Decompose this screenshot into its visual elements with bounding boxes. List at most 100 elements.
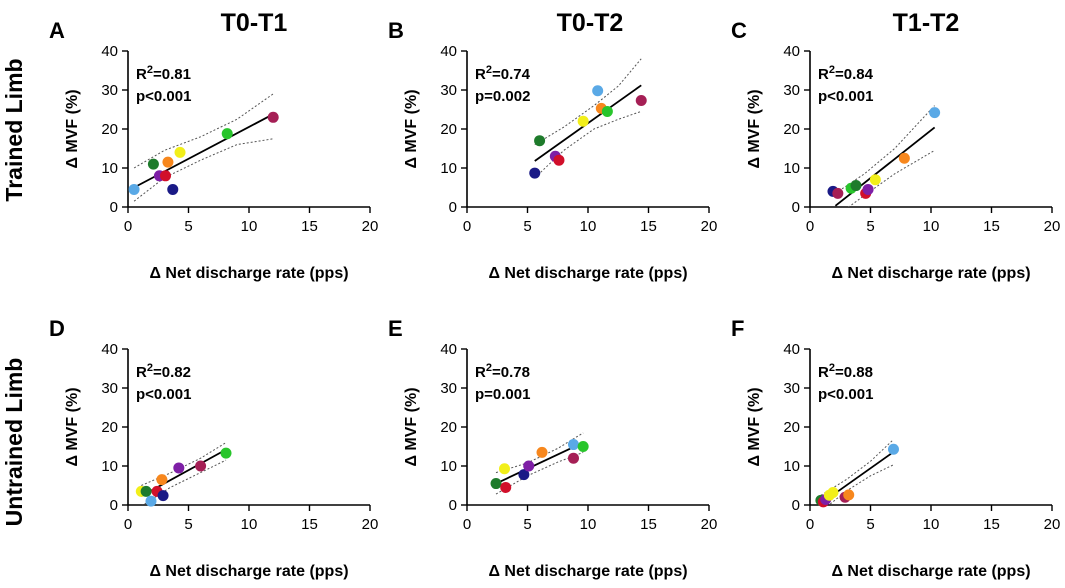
y-tick-label-e: 20 xyxy=(440,419,457,436)
panel-b: B 0 5 10 15 20 0 10 20 30 40 Δ Net discharge rate (… xyxy=(388,18,717,282)
x-tick-label-a: 15 xyxy=(301,218,318,235)
y-tick-label-e: 30 xyxy=(440,380,457,397)
data-point-d xyxy=(140,485,152,497)
confidence-bands-d xyxy=(141,442,227,505)
data-point-a xyxy=(147,158,159,170)
confidence-bands-a xyxy=(133,93,274,202)
x-tick-label-d: 10 xyxy=(241,516,258,533)
data-point-e xyxy=(518,469,530,481)
data-point-e xyxy=(567,439,579,451)
regression-line-c xyxy=(834,126,936,207)
data-point-d xyxy=(157,490,169,502)
data-point-e xyxy=(490,478,502,490)
x-tick-label-d: 5 xyxy=(184,516,192,533)
ci-upper-f xyxy=(820,439,894,496)
y-axis-label-f: Δ MVF (%) xyxy=(746,387,763,466)
x-tick-label-d: 0 xyxy=(124,516,132,533)
x-tick-label-a: 0 xyxy=(124,218,132,235)
x-tick-label-a: 20 xyxy=(362,218,379,235)
data-point-a xyxy=(267,111,279,123)
panel-letter-d: D xyxy=(49,316,65,341)
data-point-c xyxy=(850,180,862,192)
data-point-b xyxy=(635,95,647,107)
data-point-e xyxy=(499,463,511,475)
data-point-a xyxy=(174,146,186,158)
row-title-trained-limb: Trained Limb xyxy=(1,58,27,201)
panel-letter-f: F xyxy=(731,316,744,341)
panel-f: F 0 5 10 15 20 0 10 20 30 40 Δ Net discharge rate (… xyxy=(731,316,1060,580)
x-axis-label-c: Δ Net discharge rate (pps) xyxy=(831,265,1030,282)
data-point-a xyxy=(160,170,172,182)
p-value-b: p=0.002 xyxy=(475,88,530,105)
y-tick-label-c: 40 xyxy=(783,43,800,60)
data-point-b xyxy=(592,85,604,97)
data-point-b xyxy=(553,154,565,166)
y-tick-label-f: 40 xyxy=(783,341,800,358)
x-tick-label-a: 10 xyxy=(241,218,258,235)
x-axis-label-e: Δ Net discharge rate (pps) xyxy=(488,563,687,580)
y-tick-label-b: 30 xyxy=(440,82,457,99)
ci-upper-a xyxy=(133,93,274,169)
ci-upper-b xyxy=(534,58,642,146)
ci-lower-b xyxy=(534,110,642,179)
p-value-e: p=0.001 xyxy=(475,386,530,403)
x-tick-label-f: 15 xyxy=(983,516,1000,533)
r-squared-b: R2=0.74 xyxy=(475,64,531,83)
y-tick-label-a: 20 xyxy=(101,121,118,138)
confidence-bands-b xyxy=(534,58,642,179)
data-point-b xyxy=(577,115,589,127)
x-tick-label-a: 5 xyxy=(184,218,192,235)
y-tick-label-d: 40 xyxy=(101,341,118,358)
x-tick-label-c: 5 xyxy=(866,218,874,235)
panel-a: A 0 5 10 15 20 0 10 20 30 40 Δ Net discharge rate (… xyxy=(49,18,378,282)
x-tick-label-b: 10 xyxy=(580,218,597,235)
r-squared-d: R2=0.82 xyxy=(136,362,191,381)
data-point-c xyxy=(869,174,881,186)
y-tick-label-d: 30 xyxy=(101,380,118,397)
x-tick-label-c: 15 xyxy=(983,218,1000,235)
data-point-f xyxy=(887,443,899,455)
y-tick-label-a: 40 xyxy=(101,43,118,60)
p-value-a: p<0.001 xyxy=(136,88,191,105)
panel-e: E 0 5 10 15 20 0 10 20 30 40 Δ Net discharge rate (… xyxy=(388,316,717,580)
y-tick-label-e: 10 xyxy=(440,458,457,475)
y-axis-label-d: Δ MVF (%) xyxy=(64,387,81,466)
x-axis-label-b: Δ Net discharge rate (pps) xyxy=(488,265,687,282)
column-title-t1-t2: T1-T2 xyxy=(893,9,960,37)
panel-letter-b: B xyxy=(388,18,404,43)
x-tick-label-e: 20 xyxy=(701,516,718,533)
y-axis-label-b: Δ MVF (%) xyxy=(403,89,420,168)
x-tick-label-f: 10 xyxy=(923,516,940,533)
y-tick-label-c: 20 xyxy=(783,121,800,138)
r-squared-c: R2=0.84 xyxy=(818,64,874,83)
data-point-a xyxy=(221,128,233,140)
r-squared-e: R2=0.78 xyxy=(475,362,530,381)
data-point-a xyxy=(167,183,179,195)
x-tick-label-c: 0 xyxy=(806,218,814,235)
panel-letter-a: A xyxy=(49,18,65,43)
y-tick-label-e: 0 xyxy=(449,497,457,514)
data-point-e xyxy=(523,460,535,472)
data-point-a xyxy=(162,156,174,168)
x-axis-label-f: Δ Net discharge rate (pps) xyxy=(831,563,1030,580)
panel-letter-c: C xyxy=(731,18,747,43)
y-tick-label-f: 0 xyxy=(792,497,800,514)
x-tick-label-b: 20 xyxy=(701,218,718,235)
y-tick-label-f: 20 xyxy=(783,419,800,436)
y-tick-label-e: 40 xyxy=(440,341,457,358)
p-value-f: p<0.001 xyxy=(818,386,873,403)
y-tick-label-c: 30 xyxy=(783,82,800,99)
y-tick-label-b: 20 xyxy=(440,121,457,138)
data-point-c xyxy=(862,183,874,195)
data-point-e xyxy=(500,481,512,493)
x-tick-label-b: 5 xyxy=(523,218,531,235)
y-tick-label-c: 0 xyxy=(792,199,800,216)
data-point-b xyxy=(534,135,546,147)
x-axis-label-d: Δ Net discharge rate (pps) xyxy=(149,563,348,580)
data-point-d xyxy=(156,474,168,486)
y-tick-label-b: 0 xyxy=(449,199,457,216)
x-axis-label-a: Δ Net discharge rate (pps) xyxy=(149,265,348,282)
data-point-d xyxy=(173,462,185,474)
y-tick-label-c: 10 xyxy=(783,160,800,177)
